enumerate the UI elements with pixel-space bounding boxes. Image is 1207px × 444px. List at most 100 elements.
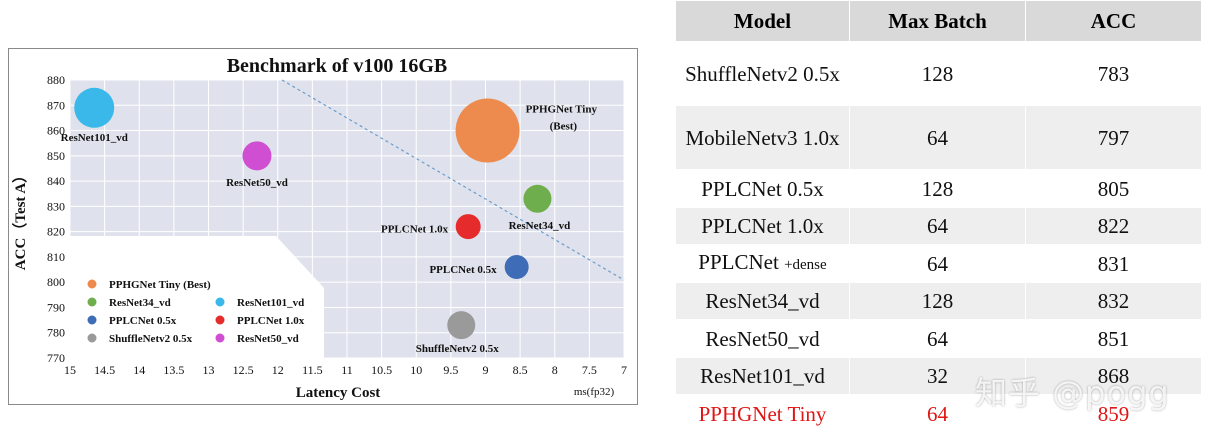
legend-marker: [87, 315, 97, 325]
table-row: ResNet50_vd 64 851: [675, 319, 1202, 358]
x-tick-label: 7: [621, 363, 627, 377]
x-tick-label: 12.5: [233, 363, 254, 377]
data-point: [455, 98, 520, 163]
cell-batch: 64: [849, 394, 1026, 433]
point-label: ResNet101_vd: [61, 132, 128, 144]
y-tick-label: 850: [47, 149, 65, 163]
data-points: [74, 87, 552, 340]
cell-acc: 783: [1025, 41, 1202, 106]
legend-background: [70, 236, 324, 358]
benchmark-chart: Benchmark of v100 16GB 15 14.5 14 13.5 13 12.…: [8, 48, 638, 405]
y-axis-ticks: 770 780 790 800 810 820 830 840 850 860 870 880: [47, 73, 65, 365]
table-row: PPLCNet 1.0x 64 822: [675, 207, 1202, 245]
x-tick-label: 7.5: [582, 363, 597, 377]
table-row: ResNet34_vd 128 832: [675, 282, 1202, 320]
y-tick-label: 810: [47, 250, 65, 264]
header-model: Model: [675, 0, 850, 42]
y-tick-label: 800: [47, 275, 65, 289]
legend-label: ResNet101_vd: [237, 297, 304, 309]
table-row: PPLCNet +dense 64 831: [675, 244, 1202, 283]
y-tick-label: 870: [47, 98, 65, 112]
cell-model: ResNet34_vd: [675, 282, 850, 320]
cell-batch: 64: [849, 319, 1026, 358]
cell-acc: 832: [1025, 282, 1202, 320]
legend: PPHGNet Tiny (Best) ResNet34_vd ResNet101_…: [87, 279, 305, 345]
point-sublabel: (Best): [550, 121, 578, 133]
data-point: [523, 184, 552, 213]
cell-model: MobileNetv3 1.0x: [675, 105, 850, 170]
cell-model: ResNet50_vd: [675, 319, 850, 358]
y-tick-label: 780: [47, 326, 65, 340]
cell-batch: 64: [849, 207, 1026, 245]
cell-batch: 128: [849, 41, 1026, 106]
chart-title: Benchmark of v100 16GB: [227, 55, 448, 77]
x-tick-label: 9.5: [443, 363, 458, 377]
data-point: [242, 141, 272, 171]
header-acc: ACC: [1025, 0, 1202, 42]
cell-model: PPLCNet 0.5x: [675, 169, 850, 208]
x-axis-label: Latency Cost: [296, 385, 381, 401]
point-label: PPLCNet 0.5x: [429, 264, 497, 276]
table-header-row: Model Max Batch ACC: [675, 0, 1202, 42]
cell-batch: 32: [849, 357, 1026, 395]
legend-label: PPLCNet 0.5x: [109, 315, 177, 327]
table-row: ShuffleNetv2 0.5x 128 783: [675, 41, 1202, 106]
x-tick-label: 14: [133, 363, 145, 377]
x-axis-ticks: 15 14.5 14 13.5 13 12.5 12 11.5 11 10.5 10 9.5 9 8.5 8…: [64, 363, 627, 377]
x-tick-label: 15: [64, 363, 76, 377]
x-tick-label: 10.5: [371, 363, 392, 377]
legend-label: PPLCNet 1.0x: [237, 315, 305, 327]
cell-model: PPLCNet +dense: [675, 244, 850, 283]
x-tick-label: 9: [483, 363, 489, 377]
x-tick-label: 8.5: [513, 363, 528, 377]
legend-label: ResNet50_vd: [237, 333, 299, 345]
point-label: ResNet34_vd: [509, 220, 571, 232]
table-row: ResNet101_vd 32 868: [675, 357, 1202, 395]
y-tick-label: 820: [47, 225, 65, 239]
x-tick-label: 10: [410, 363, 422, 377]
legend-marker: [87, 279, 97, 289]
x-tick-label: 13.5: [163, 363, 184, 377]
cell-model: PPLCNet 1.0x: [675, 207, 850, 245]
y-tick-label: 770: [47, 351, 65, 365]
cell-acc: 831: [1025, 244, 1202, 283]
cell-acc: 868: [1025, 357, 1202, 395]
cell-model: ShuffleNetv2 0.5x: [675, 41, 850, 106]
data-point: [74, 87, 115, 128]
x-axis-unit: ms(fp32): [574, 386, 615, 398]
y-tick-label: 860: [47, 124, 65, 138]
cell-batch: 64: [849, 105, 1026, 170]
model-name: PPLCNet: [698, 250, 779, 274]
y-tick-label: 830: [47, 199, 65, 213]
benchmark-table: Model Max Batch ACC ShuffleNetv2 0.5x 12…: [675, 0, 1202, 433]
table-row: MobileNetv3 1.0x 64 797: [675, 105, 1202, 170]
cell-batch: 128: [849, 282, 1026, 320]
point-label: PPLCNet 1.0x: [381, 224, 449, 236]
point-label: PPHGNet Tiny: [526, 104, 598, 116]
cell-acc: 797: [1025, 105, 1202, 170]
table-row-highlight: PPHGNet Tiny 64 859: [675, 394, 1202, 433]
legend-label: ResNet34_vd: [109, 297, 171, 309]
cell-acc: 859: [1025, 394, 1202, 433]
x-tick-label: 14.5: [94, 363, 115, 377]
point-labels: PPHGNet Tiny (Best) ResNet34_vd ResNet101_v…: [61, 104, 598, 356]
cell-acc: 822: [1025, 207, 1202, 245]
point-label: ResNet50_vd: [226, 177, 288, 189]
cell-batch: 128: [849, 169, 1026, 208]
legend-marker: [87, 297, 97, 307]
data-point: [504, 255, 529, 280]
legend-label: PPHGNet Tiny (Best): [109, 279, 211, 291]
y-tick-label: 790: [47, 300, 65, 314]
y-tick-label: 880: [47, 73, 65, 87]
cell-batch: 64: [849, 244, 1026, 283]
header-max-batch: Max Batch: [849, 0, 1026, 42]
x-tick-label: 11: [341, 363, 353, 377]
table-row: PPLCNet 0.5x 128 805: [675, 169, 1202, 208]
legend-label: ShuffleNetv2 0.5x: [109, 333, 193, 345]
legend-marker: [215, 333, 225, 343]
x-tick-label: 12: [272, 363, 284, 377]
trend-line: [281, 79, 625, 281]
x-tick-label: 8: [552, 363, 558, 377]
watermark: 知乎 @pogg: [975, 374, 1170, 412]
y-tick-label: 840: [47, 174, 65, 188]
